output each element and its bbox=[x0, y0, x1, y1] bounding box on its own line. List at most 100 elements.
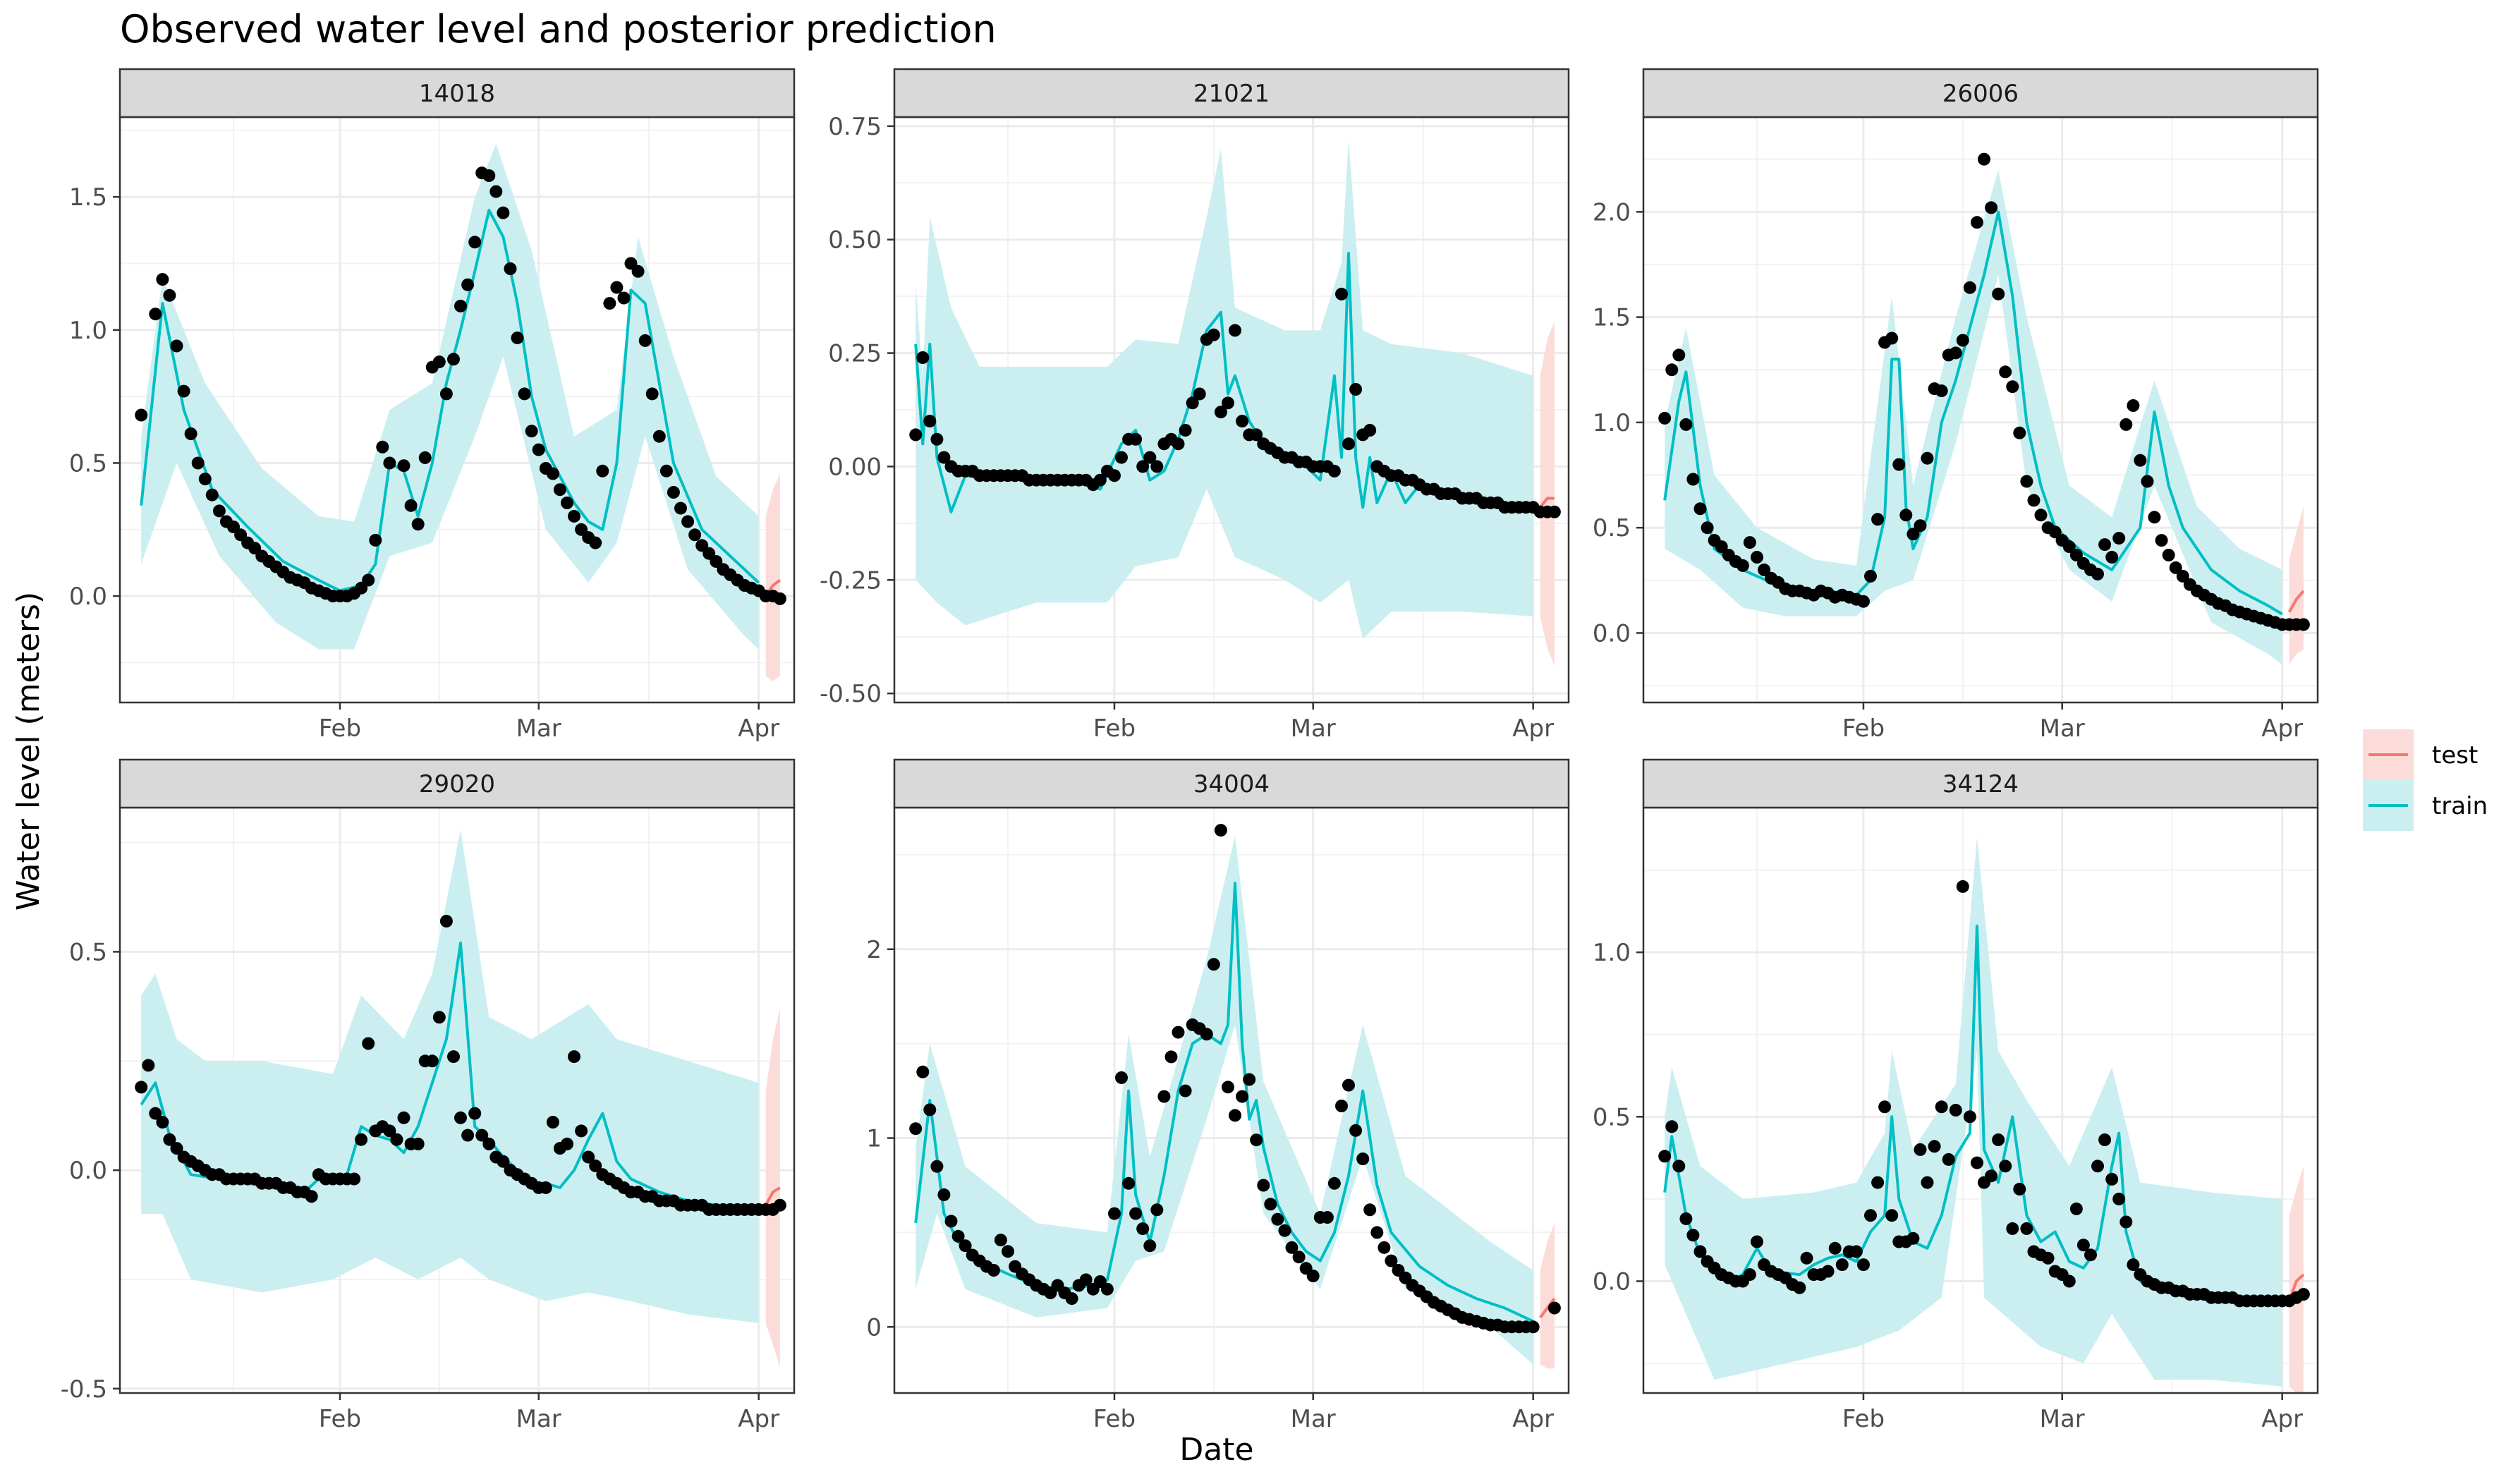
observed-point bbox=[383, 1124, 396, 1138]
observed-point bbox=[1928, 1140, 1941, 1153]
observed-point bbox=[1906, 528, 1920, 541]
observed-point bbox=[149, 308, 162, 321]
observed-point bbox=[1335, 287, 1348, 300]
observed-point bbox=[1229, 1109, 1241, 1122]
y-tick-label: 2.0 bbox=[1593, 198, 1631, 226]
observed-point bbox=[1306, 1270, 1320, 1282]
observed-point bbox=[1547, 1301, 1561, 1315]
observed-point bbox=[2127, 1258, 2140, 1272]
observed-point bbox=[191, 456, 205, 470]
observed-point bbox=[447, 1050, 460, 1064]
observed-point bbox=[2084, 1248, 2097, 1262]
observed-point bbox=[1906, 1231, 1920, 1245]
observed-point bbox=[1207, 328, 1220, 341]
observed-point bbox=[1921, 1176, 1934, 1189]
observed-point bbox=[2119, 1215, 2133, 1229]
observed-point bbox=[1971, 216, 1983, 229]
observed-point bbox=[1857, 1258, 1870, 1272]
observed-point bbox=[1686, 473, 1700, 486]
observed-point bbox=[532, 443, 545, 456]
observed-point bbox=[923, 1103, 937, 1117]
y-tick-label: 1.0 bbox=[1593, 939, 1631, 967]
observed-point bbox=[987, 1264, 1000, 1277]
observed-point bbox=[482, 169, 496, 182]
observed-point bbox=[1278, 1224, 1291, 1237]
observed-point bbox=[688, 528, 702, 542]
observed-point bbox=[2134, 454, 2147, 467]
observed-point bbox=[937, 1188, 951, 1201]
observed-point bbox=[212, 504, 226, 518]
observed-point bbox=[1214, 406, 1227, 419]
observed-point bbox=[1349, 383, 1363, 396]
observed-point bbox=[468, 1107, 482, 1120]
facet-panel-29020: 29020 -0.5 0.0 0.5 Feb Mar Apr bbox=[61, 758, 796, 1433]
observed-point bbox=[1115, 1071, 1128, 1084]
panel-data-area bbox=[909, 824, 1561, 1369]
panel-data-area bbox=[1658, 837, 2310, 1393]
x-tick-label: Apr bbox=[2261, 714, 2303, 743]
observed-point bbox=[1164, 1050, 1178, 1064]
x-tick-label: Mar bbox=[516, 1405, 561, 1433]
observed-point bbox=[1971, 1156, 1983, 1169]
y-axis-title: Water level (meters) bbox=[11, 592, 47, 911]
observed-point bbox=[1935, 1100, 1948, 1114]
facet-strip bbox=[893, 68, 1570, 118]
observed-point bbox=[930, 432, 944, 446]
observed-point bbox=[1885, 332, 1899, 345]
observed-point bbox=[163, 288, 176, 302]
observed-point bbox=[617, 291, 631, 305]
observed-point bbox=[659, 464, 673, 478]
observed-point bbox=[1871, 513, 1885, 526]
observed-point bbox=[1342, 1078, 1355, 1092]
observed-point bbox=[1885, 1209, 1899, 1222]
observed-point bbox=[376, 440, 389, 454]
observed-point bbox=[418, 451, 432, 464]
y-tick-label: 0.5 bbox=[1593, 514, 1631, 542]
observed-point bbox=[383, 456, 396, 470]
observed-point bbox=[582, 1150, 595, 1164]
observed-point bbox=[1292, 1251, 1306, 1264]
observed-point bbox=[1686, 1229, 1700, 1242]
observed-point bbox=[497, 1155, 510, 1168]
observed-point bbox=[447, 353, 460, 366]
observed-point bbox=[1758, 563, 1771, 576]
observed-point bbox=[638, 334, 652, 347]
observed-point bbox=[1136, 1222, 1150, 1236]
test-credible-band bbox=[765, 473, 780, 681]
observed-point bbox=[2091, 1160, 2104, 1173]
observed-point bbox=[1864, 569, 1877, 583]
observed-point bbox=[2034, 509, 2048, 522]
observed-point bbox=[2069, 1202, 2083, 1215]
x-tick-label: Apr bbox=[1512, 1405, 1554, 1433]
observed-points bbox=[909, 824, 1561, 1334]
observed-point bbox=[1250, 1133, 1263, 1147]
observed-point bbox=[923, 415, 937, 428]
observed-point bbox=[2297, 1288, 2310, 1301]
observed-point bbox=[959, 1239, 972, 1253]
x-tick-label: Feb bbox=[319, 1405, 361, 1433]
observed-point bbox=[1108, 1207, 1121, 1220]
observed-point bbox=[1207, 958, 1220, 971]
panel-data-area bbox=[135, 829, 786, 1367]
x-tick-label: Apr bbox=[738, 714, 779, 743]
facet-strip-label: 14018 bbox=[419, 80, 495, 108]
observed-point bbox=[1363, 1203, 1377, 1217]
observed-point bbox=[667, 486, 680, 499]
observed-point bbox=[1999, 365, 2012, 379]
y-tick-label: 0.0 bbox=[1593, 1267, 1631, 1296]
y-tick-label: 1 bbox=[866, 1125, 882, 1153]
observed-point bbox=[511, 332, 524, 345]
observed-point bbox=[142, 1059, 155, 1072]
observed-point bbox=[2162, 549, 2175, 561]
observed-point bbox=[2119, 418, 2133, 431]
x-tick-label: Feb bbox=[1842, 1405, 1885, 1433]
observed-point bbox=[1693, 1245, 1707, 1258]
observed-point bbox=[546, 467, 559, 480]
observed-point bbox=[1978, 152, 1990, 166]
observed-point bbox=[362, 573, 375, 587]
train-credible-band bbox=[1665, 169, 2282, 665]
y-tick-label: 0.25 bbox=[828, 340, 882, 368]
facet-strip bbox=[118, 68, 796, 118]
observed-point bbox=[468, 236, 482, 249]
x-axis-title: Date bbox=[1179, 1432, 1253, 1468]
